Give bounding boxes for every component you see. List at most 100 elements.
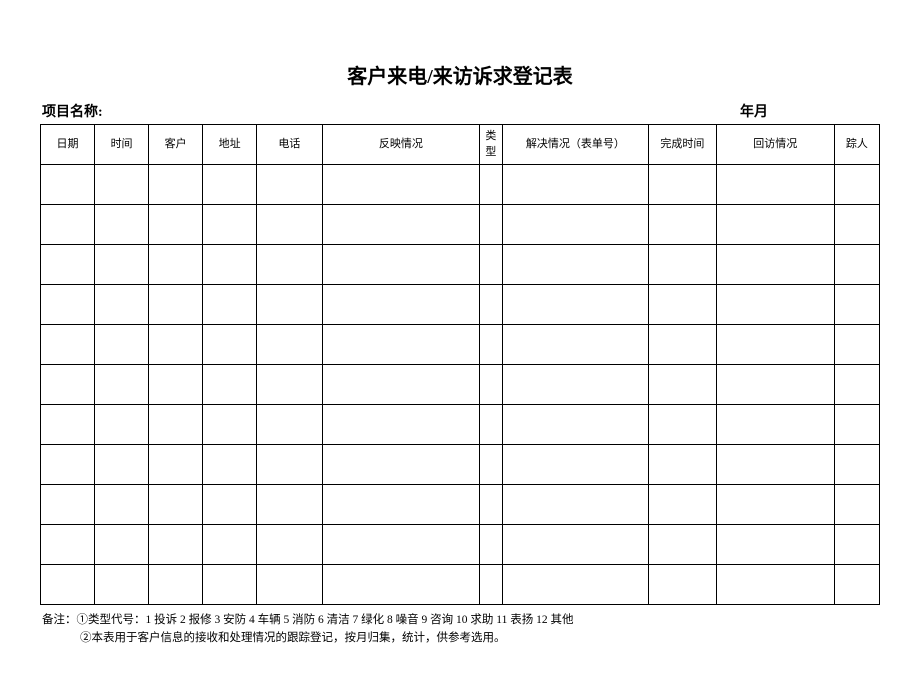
note-line-2: ②本表用于客户信息的接收和处理情况的跟踪登记，按月归集，统计，供参考选用。	[42, 629, 880, 647]
table-row	[41, 165, 880, 205]
table-cell	[203, 405, 257, 445]
form-title: 客户来电/来访诉求登记表	[40, 60, 880, 89]
table-cell	[480, 485, 503, 525]
table-cell	[203, 525, 257, 565]
table-cell	[257, 405, 322, 445]
table-cell	[502, 565, 648, 605]
col-header-followup: 回访情况	[716, 125, 834, 165]
table-cell	[322, 245, 480, 285]
table-cell	[322, 165, 480, 205]
registration-table: 日期 时间 客户 地址 电话 反映情况 类型 解决情况（表单号） 完成时间 回访…	[40, 124, 880, 605]
table-cell	[203, 285, 257, 325]
table-cell	[480, 285, 503, 325]
table-cell	[41, 205, 95, 245]
table-cell	[41, 365, 95, 405]
table-cell	[41, 565, 95, 605]
table-cell	[716, 165, 834, 205]
col-header-resolution: 解决情况（表单号）	[502, 125, 648, 165]
col-header-situation: 反映情况	[322, 125, 480, 165]
table-cell	[41, 445, 95, 485]
table-cell	[95, 285, 149, 325]
table-cell	[257, 485, 322, 525]
table-row	[41, 205, 880, 245]
table-cell	[480, 365, 503, 405]
table-row	[41, 325, 880, 365]
table-cell	[480, 205, 503, 245]
table-cell	[149, 525, 203, 565]
table-cell	[41, 525, 95, 565]
table-cell	[649, 285, 717, 325]
table-cell	[834, 525, 879, 565]
table-cell	[834, 325, 879, 365]
table-cell	[149, 285, 203, 325]
table-cell	[95, 565, 149, 605]
table-cell	[834, 285, 879, 325]
table-cell	[480, 165, 503, 205]
table-cell	[716, 525, 834, 565]
table-cell	[203, 485, 257, 525]
table-cell	[502, 205, 648, 245]
table-row	[41, 565, 880, 605]
table-cell	[149, 205, 203, 245]
table-cell	[95, 205, 149, 245]
table-cell	[716, 245, 834, 285]
table-cell	[502, 365, 648, 405]
table-cell	[480, 405, 503, 445]
table-cell	[502, 285, 648, 325]
table-cell	[257, 205, 322, 245]
table-row	[41, 525, 880, 565]
table-cell	[203, 245, 257, 285]
table-row	[41, 245, 880, 285]
table-cell	[716, 485, 834, 525]
col-header-completed: 完成时间	[649, 125, 717, 165]
table-cell	[322, 485, 480, 525]
table-row	[41, 365, 880, 405]
table-cell	[149, 245, 203, 285]
table-cell	[41, 245, 95, 285]
table-cell	[149, 565, 203, 605]
table-cell	[322, 325, 480, 365]
table-cell	[716, 445, 834, 485]
table-cell	[716, 205, 834, 245]
table-cell	[480, 525, 503, 565]
table-cell	[95, 445, 149, 485]
col-header-date: 日期	[41, 125, 95, 165]
table-cell	[149, 445, 203, 485]
table-cell	[716, 365, 834, 405]
table-cell	[257, 245, 322, 285]
table-cell	[257, 165, 322, 205]
project-name-label: 项目名称:	[42, 101, 103, 121]
table-cell	[502, 525, 648, 565]
table-row	[41, 445, 880, 485]
table-cell	[480, 445, 503, 485]
table-cell	[41, 485, 95, 525]
table-row	[41, 285, 880, 325]
table-cell	[322, 445, 480, 485]
table-cell	[95, 325, 149, 365]
table-cell	[95, 245, 149, 285]
table-cell	[834, 565, 879, 605]
table-cell	[322, 285, 480, 325]
table-cell	[502, 485, 648, 525]
table-cell	[716, 285, 834, 325]
table-cell	[257, 365, 322, 405]
table-cell	[257, 565, 322, 605]
table-cell	[41, 285, 95, 325]
col-header-address: 地址	[203, 125, 257, 165]
note-line-1: 备注：①类型代号：1 投诉 2 报修 3 安防 4 车辆 5 消防 6 清洁 7…	[42, 611, 880, 629]
table-cell	[95, 525, 149, 565]
table-cell	[322, 565, 480, 605]
table-header-row: 日期 时间 客户 地址 电话 反映情况 类型 解决情况（表单号） 完成时间 回访…	[41, 125, 880, 165]
table-cell	[203, 165, 257, 205]
table-cell	[95, 405, 149, 445]
col-header-tracker: 踪人	[834, 125, 879, 165]
table-cell	[716, 325, 834, 365]
col-header-time: 时间	[95, 125, 149, 165]
table-cell	[480, 565, 503, 605]
table-cell	[834, 165, 879, 205]
table-cell	[41, 165, 95, 205]
table-cell	[257, 445, 322, 485]
table-cell	[149, 165, 203, 205]
table-cell	[203, 565, 257, 605]
table-cell	[203, 325, 257, 365]
